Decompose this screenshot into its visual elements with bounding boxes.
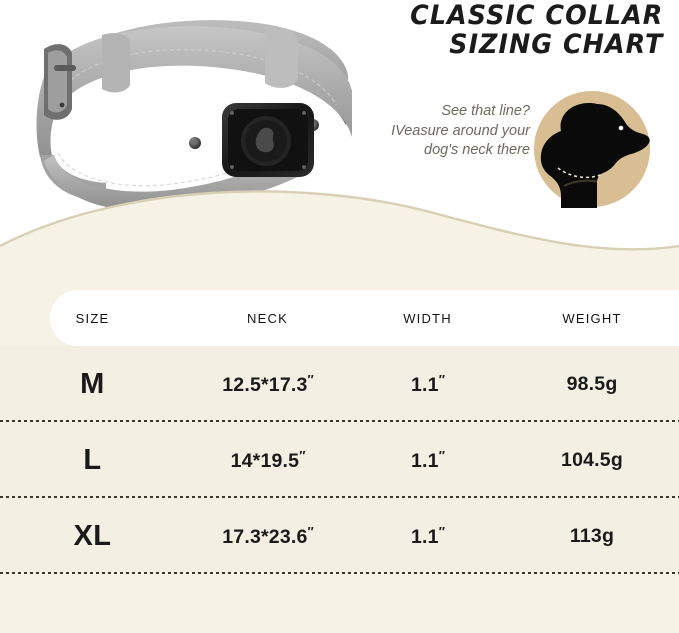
cell-neck-value: 17.3*23.6 <box>222 525 308 548</box>
airtag-case-icon <box>222 103 314 177</box>
cell-size: M <box>80 367 105 400</box>
table-header-band <box>50 290 679 346</box>
table-body: M 12.5*17.3″ 1.1″ 98.5g L 14*19.5″ 1.1″ … <box>0 346 679 574</box>
measure-annotation: See that line? IVeasure around your dog'… <box>370 102 530 161</box>
cell-weight: 113g <box>569 524 615 547</box>
inch-mark: ″ <box>307 523 314 539</box>
curve-divider <box>0 150 679 285</box>
column-header-size: SIZE <box>75 310 110 326</box>
sizing-table: SIZE NECK WIDTH WEIGHT M 12.5*17.3″ 1.1″… <box>0 285 679 633</box>
product-photo-collar <box>10 5 360 212</box>
page-title: CLASSIC COLLAR SIZING CHART <box>394 0 663 60</box>
cell-width: 1.1″ <box>350 372 505 397</box>
cell-neck-value: 12.5*17.3 <box>222 373 308 396</box>
hero-section: CLASSIC COLLAR SIZING CHART See that lin… <box>0 0 679 285</box>
column-header-neck: NECK <box>247 310 288 326</box>
inch-mark: ″ <box>307 371 314 387</box>
cell-weight: 98.5g <box>566 372 618 395</box>
cell-neck: 17.3*23.6″ <box>185 524 350 549</box>
column-header-weight: WEIGHT <box>562 310 622 326</box>
title-line-1: CLASSIC COLLAR <box>409 0 663 31</box>
annotation-line-3: dog's neck there <box>424 142 530 159</box>
table-row: XL 17.3*23.6″ 1.1″ 113g <box>0 498 679 574</box>
cell-width-value: 1.1 <box>411 373 439 396</box>
cell-weight: 104.5g <box>561 448 623 471</box>
table-row: L 14*19.5″ 1.1″ 104.5g <box>0 422 679 498</box>
cell-size: XL <box>73 519 112 552</box>
cell-neck-value: 14*19.5 <box>230 449 300 472</box>
annotation-line-2: IVeasure around your <box>391 122 530 139</box>
cell-width-value: 1.1 <box>411 525 439 548</box>
column-header-width: WIDTH <box>403 310 452 326</box>
title-line-2: SIZING CHART <box>448 28 663 60</box>
cell-size: L <box>83 443 102 476</box>
table-header-row: SIZE NECK WIDTH WEIGHT <box>0 290 679 346</box>
inch-mark: ″ <box>438 447 445 463</box>
inch-mark: ″ <box>438 371 445 387</box>
cell-neck: 14*19.5″ <box>185 448 350 473</box>
cell-width: 1.1″ <box>350 448 505 473</box>
inch-mark: ″ <box>438 523 445 539</box>
cell-width: 1.1″ <box>350 524 505 549</box>
inch-mark: ″ <box>299 447 305 463</box>
dog-head-icon <box>533 90 651 218</box>
annotation-line-1: See that line? <box>441 103 530 119</box>
cell-neck: 12.5*17.3″ <box>185 372 350 397</box>
cell-width-value: 1.1 <box>411 449 439 472</box>
table-row: M 12.5*17.3″ 1.1″ 98.5g <box>0 346 679 422</box>
